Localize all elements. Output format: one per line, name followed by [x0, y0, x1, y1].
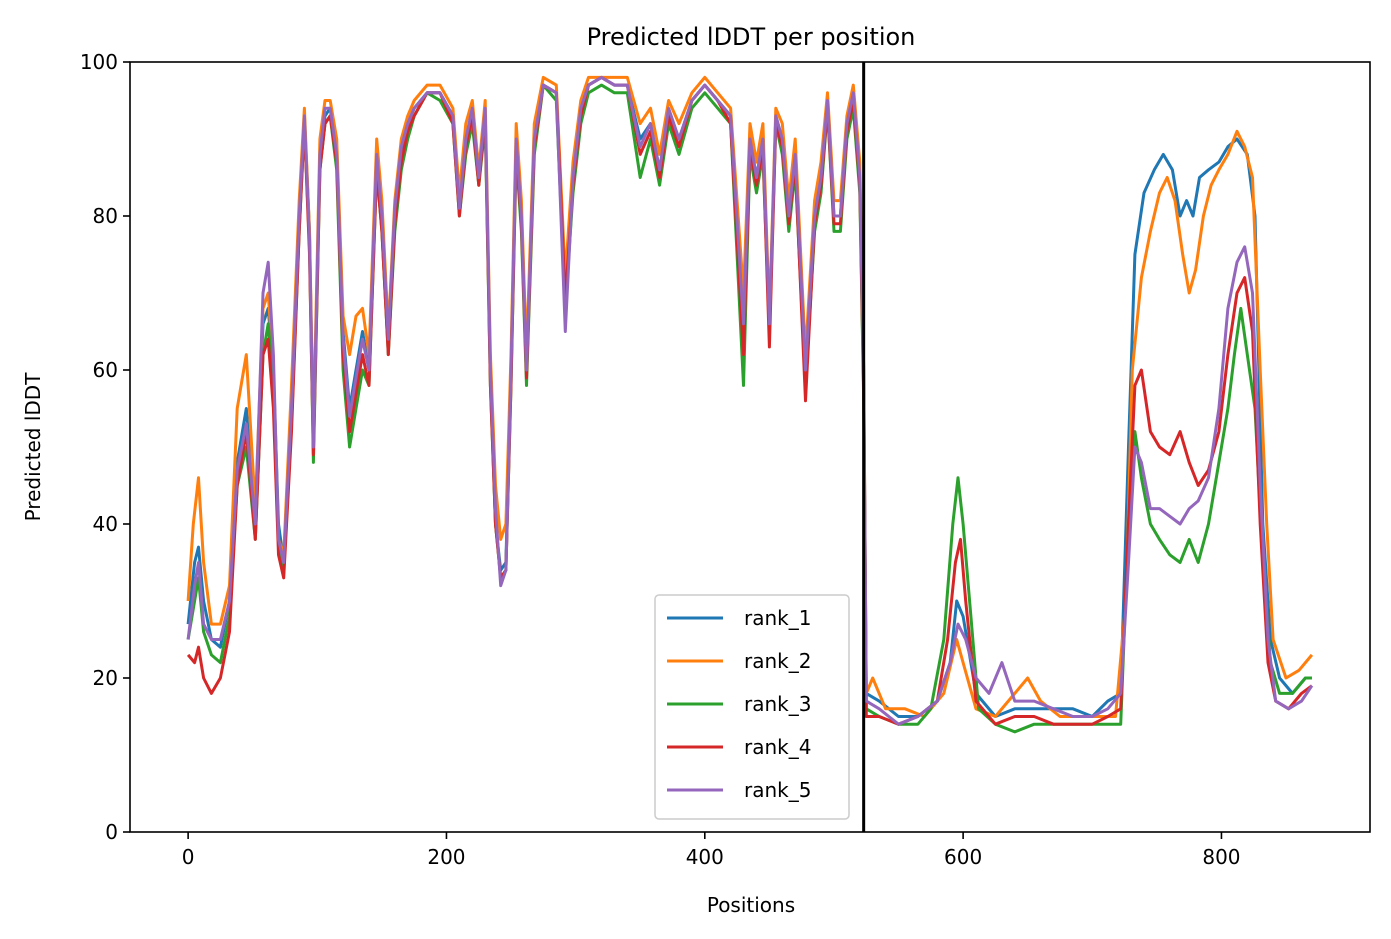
x-tick-label: 400: [686, 845, 724, 869]
series-line-rank_5: [186, 75, 1314, 726]
y-tick-label: 80: [93, 204, 118, 228]
y-tick-label: 60: [93, 358, 118, 382]
x-tick-label: 600: [944, 845, 982, 869]
x-axis: 0 200 400 600 800: [182, 832, 1241, 869]
series-line-rank_4: [186, 75, 1313, 726]
legend-label-rank_5: rank_5: [744, 778, 811, 802]
series-group: [186, 75, 1314, 734]
y-tick-label: 0: [105, 820, 118, 844]
x-tick-label: 200: [427, 845, 465, 869]
y-axis: 0 20 40 60 80 100: [80, 50, 130, 844]
chart-title: Predicted lDDT per position: [587, 23, 916, 51]
y-tick-label: 40: [93, 512, 118, 536]
y-axis-label: Predicted lDDT: [21, 372, 45, 522]
x-tick-label: 0: [182, 845, 195, 869]
y-tick-label: 20: [93, 666, 118, 690]
legend: rank_1 rank_2 rank_3 rank_4 rank_5: [654, 594, 850, 820]
x-tick-label: 800: [1202, 845, 1240, 869]
legend-label-rank_2: rank_2: [744, 649, 811, 673]
legend-label-rank_3: rank_3: [744, 692, 811, 716]
legend-label-rank_4: rank_4: [744, 735, 811, 759]
plot-frame: [129, 61, 1371, 833]
legend-box: [654, 594, 850, 820]
x-axis-label: Positions: [707, 893, 795, 917]
y-tick-label: 100: [80, 50, 118, 74]
legend-label-rank_1: rank_1: [744, 606, 811, 630]
